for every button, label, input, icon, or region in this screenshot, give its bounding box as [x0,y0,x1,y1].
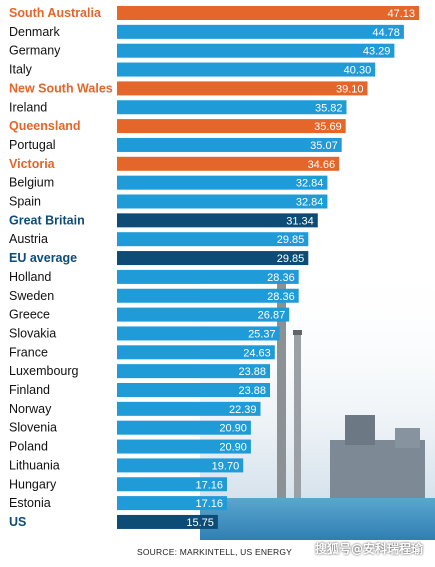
bar-austria [117,232,309,247]
value-label-holland: 28.36 [267,272,295,284]
category-label-sweden: Sweden [9,289,54,303]
category-label-hungary: Hungary [9,477,57,491]
bar-poland [117,439,251,454]
value-label-victoria: 34.66 [308,159,336,171]
category-label-holland: Holland [9,270,51,284]
bar-estonia [117,496,227,511]
bar-great-britain [117,213,318,228]
bar-slovakia [117,326,280,341]
photo-plant-tower [345,415,375,445]
bar-victoria [117,156,340,171]
category-label-eu-average: EU average [9,251,77,265]
value-label-poland: 20.90 [219,442,247,454]
category-label-finland: Finland [9,383,50,397]
category-label-us: US [9,515,26,529]
bar-sweden [117,288,299,303]
value-label-us: 15.75 [186,517,214,529]
value-label-sweden: 28.36 [267,291,295,303]
category-label-france: France [9,345,48,359]
category-label-norway: Norway [9,402,52,416]
bar-greece [117,307,290,322]
category-label-slovakia: Slovakia [9,326,56,340]
bar-norway [117,401,261,416]
category-label-greece: Greece [9,308,50,322]
photo-left-chimney [277,270,286,500]
category-label-portugal: Portugal [9,138,56,152]
value-label-luxembourg: 23.88 [238,366,266,378]
category-label-luxembourg: Luxembourg [9,364,79,378]
power-plant-background-image [200,260,435,540]
bar-belgium [117,175,328,190]
watermark: 搜狐号@安科瑞程瑜 [314,542,423,556]
value-label-norway: 22.39 [229,404,257,416]
value-label-portugal: 35.07 [310,140,338,152]
bar-eu-average [117,251,309,266]
bar-south-australia [117,6,419,20]
photo-plant-shed [395,428,420,448]
bar-ireland [117,100,347,115]
category-label-lithuania: Lithuania [9,458,60,472]
bar-us [117,514,218,529]
photo-plant-building [330,440,425,500]
category-label-belgium: Belgium [9,176,54,190]
photo-right-chimney [294,330,301,500]
bars-group: South Australia 47.13 Denmark 44.78 Germany 4… [9,6,419,529]
category-label-ireland: Ireland [9,100,47,114]
value-label-italy: 40.30 [344,65,372,77]
value-label-slovenia: 20.90 [219,423,247,435]
bar-holland [117,269,299,284]
bar-portugal [117,137,342,152]
bar-lithuania [117,458,244,473]
value-label-austria: 29.85 [277,234,305,246]
category-label-slovenia: Slovenia [9,421,57,435]
value-label-hungary: 17.16 [195,479,223,491]
category-label-queensland: Queensland [9,119,81,133]
category-label-victoria: Victoria [9,157,56,171]
value-label-denmark: 44.78 [372,27,400,39]
category-label-estonia: Estonia [9,496,51,510]
value-label-eu-average: 29.85 [277,253,305,265]
value-label-finland: 23.88 [238,385,266,397]
category-label-italy: Italy [9,63,33,77]
photo-water [200,498,435,540]
category-label-poland: Poland [9,440,48,454]
category-label-spain: Spain [9,195,41,209]
category-label-denmark: Denmark [9,25,60,39]
value-label-queensland: 35.69 [314,121,342,133]
bar-luxembourg [117,364,270,379]
value-label-belgium: 32.84 [296,178,324,190]
value-label-south-australia: 47.13 [387,8,415,20]
value-label-greece: 26.87 [258,310,286,322]
value-label-france: 24.63 [243,347,271,359]
bar-new-south-wales [117,81,368,96]
bar-italy [117,62,376,77]
value-label-slovakia: 25.37 [248,328,276,340]
value-label-germany: 43.29 [363,46,391,58]
value-label-great-britain: 31.34 [286,215,314,227]
photo-right-chimney-top [293,330,302,335]
value-label-new-south-wales: 39.10 [336,83,364,95]
bar-denmark [117,24,404,39]
category-label-south-australia: South Australia [9,6,102,20]
value-label-spain: 32.84 [296,197,324,209]
value-label-ireland: 35.82 [315,102,343,114]
category-label-austria: Austria [9,232,48,246]
bar-queensland [117,119,346,134]
bar-germany [117,43,395,58]
bar-finland [117,383,270,397]
source-note: SOURCE: MARKINTELL, US ENERGY [137,547,293,557]
category-label-new-south-wales: New South Wales [9,81,113,95]
category-label-germany: Germany [9,44,61,58]
value-label-estonia: 17.16 [195,498,223,510]
bar-spain [117,194,328,209]
bar-hungary [117,477,227,492]
bar-france [117,345,275,360]
value-label-lithuania: 19.70 [212,460,240,472]
bar-slovenia [117,420,251,435]
category-label-great-britain: Great Britain [9,213,85,227]
